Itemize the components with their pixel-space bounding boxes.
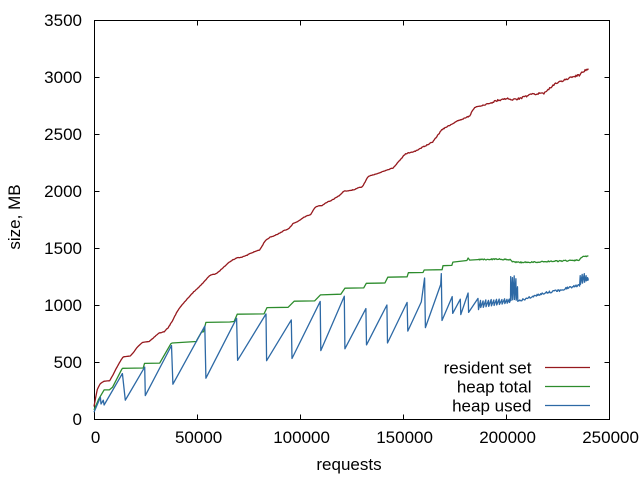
svg-text:2500: 2500 [44,125,82,144]
svg-text:0: 0 [73,410,82,429]
svg-text:heap total: heap total [457,378,532,397]
svg-text:150000: 150000 [376,428,433,447]
svg-text:100000: 100000 [273,428,330,447]
svg-text:50000: 50000 [175,428,222,447]
svg-text:2000: 2000 [44,182,82,201]
svg-text:3000: 3000 [44,68,82,87]
svg-text:250000: 250000 [582,428,639,447]
svg-text:1500: 1500 [44,239,82,258]
svg-text:heap used: heap used [452,397,531,416]
svg-text:200000: 200000 [479,428,536,447]
svg-text:size, MB: size, MB [5,184,24,249]
svg-text:0: 0 [91,428,100,447]
svg-text:500: 500 [54,353,82,372]
svg-text:requests: requests [316,455,381,474]
svg-text:resident set: resident set [444,359,532,378]
svg-text:3500: 3500 [44,11,82,30]
svg-text:1000: 1000 [44,296,82,315]
